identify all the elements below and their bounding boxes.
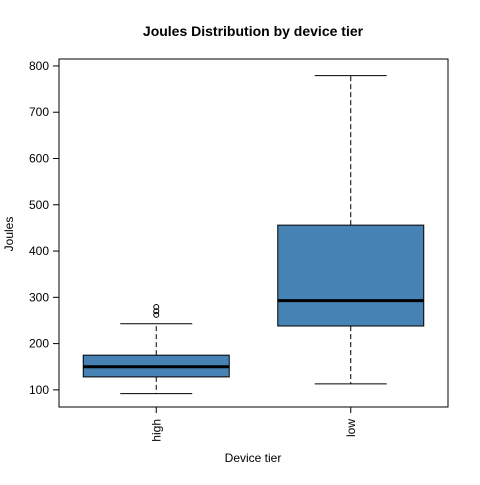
y-axis-label: Joules bbox=[2, 217, 16, 252]
x-axis-label: Device tier bbox=[225, 451, 282, 465]
y-tick-label: 200 bbox=[29, 337, 49, 351]
y-tick-label: 800 bbox=[29, 59, 49, 73]
outlier-point bbox=[153, 308, 160, 315]
box-low bbox=[277, 224, 425, 327]
y-tick-label: 300 bbox=[29, 290, 49, 304]
chart-title: Joules Distribution by device tier bbox=[143, 23, 364, 39]
y-tick-label: 500 bbox=[29, 198, 49, 212]
y-tick-label: 600 bbox=[29, 151, 49, 165]
outlier-point bbox=[153, 311, 160, 318]
plot-area: 100 200 300 400 500 600 700 800 high low bbox=[29, 58, 449, 442]
plot-frame bbox=[58, 58, 449, 408]
y-tick-label: 100 bbox=[29, 383, 49, 397]
y-tick-label: 400 bbox=[29, 244, 49, 258]
x-tick-label: high bbox=[149, 419, 163, 442]
y-tick-label: 700 bbox=[29, 105, 49, 119]
outlier-point bbox=[153, 304, 160, 311]
x-tick-label: low bbox=[344, 419, 358, 437]
